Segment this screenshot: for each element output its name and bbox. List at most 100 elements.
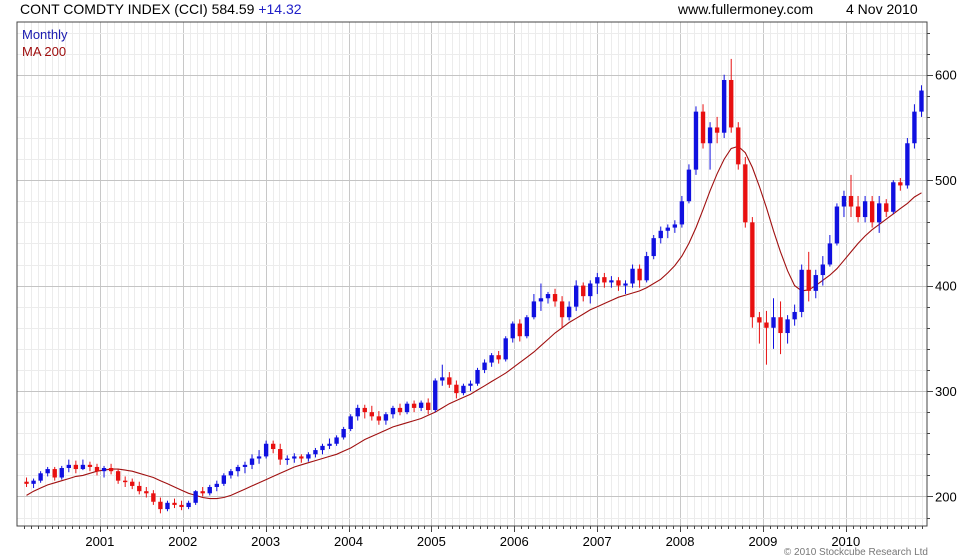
candle-body <box>912 111 917 144</box>
candle <box>38 471 43 483</box>
x-tick-label: 2005 <box>417 534 446 549</box>
candle <box>475 367 480 386</box>
candle <box>440 364 445 386</box>
candle <box>912 104 917 149</box>
candle-body <box>869 201 875 223</box>
candle <box>158 497 163 514</box>
candle <box>658 226 663 244</box>
candle <box>341 426 346 440</box>
candle-body <box>644 256 649 281</box>
candle-body <box>736 127 741 165</box>
candle-body <box>158 501 163 510</box>
candle-body <box>45 469 50 474</box>
candle <box>489 353 494 367</box>
candle-body <box>66 464 71 469</box>
candle <box>919 85 924 117</box>
candle-body <box>242 464 248 467</box>
x-tick-label: 2009 <box>748 534 777 549</box>
candle <box>270 440 276 454</box>
candle-body <box>411 403 417 408</box>
candle-body <box>855 206 861 218</box>
candle <box>503 336 508 362</box>
candle-body <box>559 301 565 318</box>
candle-body <box>256 456 262 459</box>
candle-body <box>440 377 445 381</box>
candle-body <box>87 464 93 467</box>
candle <box>813 269 818 299</box>
candle-body <box>588 283 593 297</box>
legend-monthly: Monthly <box>22 27 68 42</box>
candle <box>750 217 755 328</box>
candle-body <box>531 301 537 318</box>
candle <box>581 282 586 302</box>
candle-body <box>404 403 410 413</box>
candle-body <box>313 450 318 455</box>
candle <box>841 190 847 218</box>
candle <box>623 280 628 295</box>
candle <box>834 203 840 246</box>
candle-body <box>503 338 508 360</box>
candle <box>362 404 367 419</box>
candle-body <box>200 491 205 494</box>
candle <box>313 447 318 458</box>
candle-body <box>447 377 452 385</box>
candle-body <box>714 127 720 133</box>
candle-body <box>249 458 255 465</box>
candle <box>736 122 741 170</box>
candle-body <box>609 280 614 283</box>
candle <box>665 224 670 239</box>
candle <box>573 280 579 311</box>
candle-body <box>482 362 487 370</box>
source-url: www.fullermoney.com <box>678 1 814 17</box>
candle <box>418 400 424 412</box>
candle-body <box>552 294 558 302</box>
candle-body <box>757 317 762 323</box>
candle-body <box>672 224 678 228</box>
candle-body <box>489 355 494 363</box>
candle-body <box>327 443 332 446</box>
candle-body <box>545 294 551 299</box>
candle <box>637 264 642 288</box>
candle-body <box>299 456 304 459</box>
candle <box>108 463 114 475</box>
candle <box>721 74 727 138</box>
candle-body <box>454 384 459 394</box>
candle-body <box>764 322 769 328</box>
y-tick-label: 500 <box>935 173 957 188</box>
candle <box>651 234 656 260</box>
candle-body <box>778 317 783 334</box>
candle <box>45 466 50 477</box>
candle-body <box>320 445 325 451</box>
candle-body <box>334 437 339 444</box>
chart-title: CONT COMDTY INDEX (CCI) 584.59 +14.32 <box>20 1 302 17</box>
candle <box>263 440 269 459</box>
candle <box>898 178 903 191</box>
candle-body <box>538 298 544 302</box>
candle <box>200 486 205 497</box>
candle-body <box>729 79 734 128</box>
candle-body <box>144 491 149 494</box>
candle-body <box>214 483 219 487</box>
candle <box>672 220 678 233</box>
candle-body <box>820 264 826 276</box>
candle <box>94 463 100 476</box>
candle <box>447 372 452 388</box>
x-tick-label: 2003 <box>251 534 280 549</box>
candle <box>630 264 635 288</box>
candle <box>80 459 86 471</box>
candle-body <box>616 280 621 286</box>
candle <box>249 454 255 470</box>
candle <box>714 116 720 144</box>
y-tick-label: 600 <box>935 68 957 83</box>
candle-body <box>679 201 685 225</box>
candle <box>242 461 248 474</box>
candle <box>771 298 776 349</box>
candle-body <box>884 203 889 212</box>
candle <box>806 251 811 302</box>
candle-body <box>573 285 579 307</box>
candle-body <box>397 407 403 413</box>
candle <box>891 180 896 214</box>
candle <box>531 294 537 320</box>
candle <box>517 319 522 342</box>
candle <box>743 156 748 228</box>
